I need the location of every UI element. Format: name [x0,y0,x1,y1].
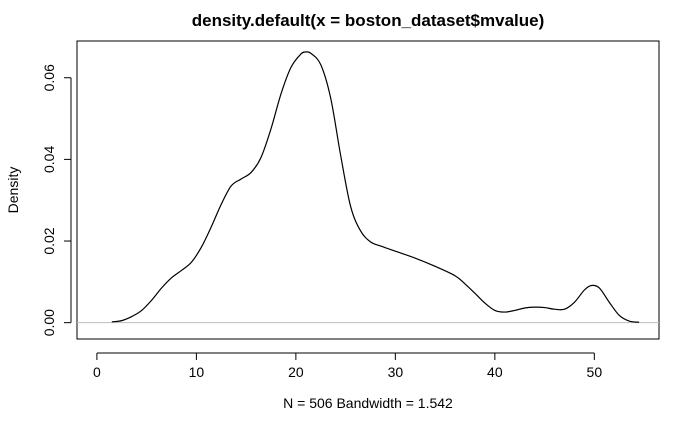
plot-frame [76,40,660,340]
y-tick-label: 0.00 [41,309,57,336]
x-tick-label: 50 [587,364,603,380]
x-tick-label: 10 [189,364,205,380]
x-tick-label: 30 [388,364,404,380]
y-axis: 0.00 0.02 0.04 0.06 [41,64,72,336]
y-axis-label: Density [5,167,21,214]
density-curve [111,51,640,323]
y-tick-label: 0.06 [41,64,57,91]
chart-title: density.default(x = boston_dataset$mvalu… [192,11,545,30]
x-tick-label: 40 [487,364,503,380]
y-tick-label: 0.04 [41,146,57,173]
x-axis-label: N = 506 Bandwidth = 1.542 [283,395,453,411]
x-tick-label: 20 [288,364,304,380]
y-tick-label: 0.02 [41,227,57,254]
x-tick-label: 0 [93,364,101,380]
x-axis: 0 10 20 30 40 50 [93,352,603,380]
